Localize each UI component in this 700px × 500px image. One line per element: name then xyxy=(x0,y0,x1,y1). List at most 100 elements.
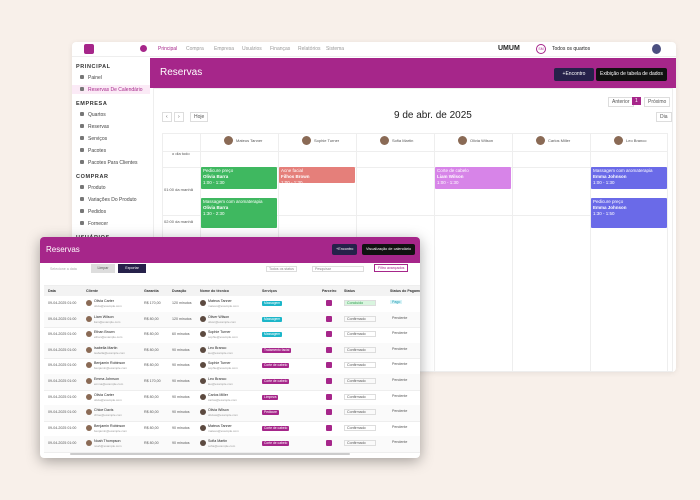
payment-status: Pendente xyxy=(392,409,408,414)
view-button[interactable]: Exibição de tabela de dados xyxy=(596,68,667,81)
collapse-button[interactable] xyxy=(140,45,147,52)
day-view-button[interactable]: Dia xyxy=(656,112,672,122)
nav-item[interactable]: Usuários xyxy=(242,46,262,52)
clear-button[interactable]: Limpar xyxy=(91,264,115,273)
nav-item[interactable]: Finanças xyxy=(270,46,291,52)
sidebar-item[interactable]: Quartos xyxy=(88,111,106,118)
date: 09-04-2025 01:00 xyxy=(48,316,77,321)
forward-arrow[interactable]: › xyxy=(174,112,184,122)
nav-item[interactable]: Sistema xyxy=(326,46,345,52)
sidebar-icon xyxy=(80,185,84,189)
status[interactable]: Confirmado xyxy=(344,378,376,384)
table-header: Reservas +Encontro Visualização de calen… xyxy=(40,237,420,263)
sidebar-item[interactable]: Painel xyxy=(88,74,102,81)
advanced-filter[interactable]: Filtro avançados xyxy=(374,264,409,272)
sidebar-item[interactable]: Produto xyxy=(88,184,106,191)
event-client: Emma Johnson xyxy=(593,174,627,179)
status[interactable]: Confirmado xyxy=(344,346,376,353)
room-filter[interactable]: Todos os quartos xyxy=(552,46,591,52)
prev-button[interactable]: Anterior xyxy=(608,97,634,107)
new-button[interactable]: +Encontro xyxy=(554,68,594,81)
client-name: Emma Johnson xyxy=(94,377,119,381)
client-name: Liam Wilson xyxy=(94,314,114,319)
column-line xyxy=(590,133,591,372)
tech-email: sofia@example.com xyxy=(208,444,236,449)
status[interactable]: Confirmado xyxy=(344,331,376,338)
logo xyxy=(84,44,94,54)
nav-item[interactable]: Principal xyxy=(158,46,178,52)
tech-name: Sophie Turner xyxy=(208,330,231,335)
partner-box xyxy=(326,424,332,431)
sidebar-item[interactable]: Reservas xyxy=(88,123,110,130)
price: R$ 170,00 xyxy=(144,379,161,383)
payment-status: Pago xyxy=(390,300,403,304)
sidebar-item[interactable]: Pacotes xyxy=(88,147,107,154)
partner-box xyxy=(326,346,332,353)
client-name: Chloe Davis xyxy=(94,408,114,413)
calendar-event[interactable]: Corte de cabelo Liam Wilson 1:00 - 1:30 xyxy=(435,167,511,189)
event-service: Acne facial xyxy=(281,168,304,173)
client-email: isabella@example.com xyxy=(94,350,126,355)
staff-name: Sofia Martin xyxy=(392,138,414,143)
partner-box xyxy=(326,440,332,447)
price: R$ 170,00 xyxy=(144,301,161,305)
back-arrow[interactable]: ‹ xyxy=(162,112,172,122)
new-button[interactable]: +Encontro xyxy=(332,244,358,255)
tech-avatar xyxy=(200,362,206,369)
client-name: Benjamin Robinson xyxy=(94,423,126,428)
row-line xyxy=(44,327,420,329)
status-filter[interactable]: Todos os status xyxy=(266,266,297,272)
status[interactable]: Confirmado xyxy=(344,362,376,369)
sidebar-item[interactable]: Serviços xyxy=(88,135,108,142)
client-avatar xyxy=(86,440,92,447)
sidebar-item[interactable]: Variações Do Produto xyxy=(88,196,137,203)
duration: 60 minutos xyxy=(172,332,190,337)
date-filter[interactable]: Selecione a data xyxy=(50,267,77,271)
service-tag: Corte de cabelo xyxy=(262,379,290,384)
service-tag: Massagem xyxy=(262,332,283,338)
nav-item[interactable]: Relatórios xyxy=(298,46,321,52)
status[interactable]: Concluído xyxy=(344,300,376,306)
duration: 90 minutos xyxy=(172,410,190,415)
staff-avatar xyxy=(302,136,311,145)
calendar-event[interactable]: Acne facial Filhos Brown 1:00 - 1:30 xyxy=(279,167,355,185)
tech-email: oliver@example.com xyxy=(208,319,237,324)
user-avatar[interactable] xyxy=(652,44,661,54)
nav-item[interactable]: Compra xyxy=(186,46,204,52)
avatar[interactable]: SM xyxy=(536,44,546,54)
today-button[interactable]: Hoje xyxy=(190,112,209,122)
event-service: Corte de cabelo xyxy=(437,168,469,173)
event-service: Massagem com aromaterapia xyxy=(593,168,653,173)
status[interactable]: Confirmado xyxy=(344,424,376,431)
status[interactable]: Confirmado xyxy=(344,409,376,416)
event-client: Emma Johnson xyxy=(593,205,627,210)
calendar-event[interactable]: Pedicure preço Emma Johnson 1:30 - 1:50 xyxy=(591,198,667,228)
duration: 120 minutos xyxy=(172,316,192,321)
tech-email: leo@example.com xyxy=(208,382,233,386)
status[interactable]: Confirmado xyxy=(344,440,376,447)
calendar-event[interactable]: Massagem com aromaterapia Emma Johnson 1:0… xyxy=(591,167,667,189)
calendar-event[interactable]: Massagem com aromaterapia Olivia Barra 1:3… xyxy=(201,198,277,228)
sidebar-item[interactable]: Pacotes Para Clientes xyxy=(88,159,138,166)
row-bg xyxy=(44,311,420,328)
calendar-view-button[interactable]: Visualização de calendário xyxy=(362,244,416,255)
status[interactable]: Confirmado xyxy=(344,393,376,400)
nav-item[interactable]: Empresa xyxy=(214,46,235,52)
search[interactable]: Pesquisar xyxy=(312,266,364,272)
sidebar-item[interactable]: Reservas De Calendário xyxy=(88,86,143,93)
row-line xyxy=(162,215,668,216)
event-service: Pedicure preço xyxy=(593,199,624,204)
sidebar-item[interactable]: Pedidos xyxy=(88,208,107,215)
sidebar: PRINCIPAL Painel Reservas De Calendário EMP… xyxy=(72,58,150,372)
calendar-event[interactable]: Pedicure preço Olivia Barra 1:00 - 1:30 xyxy=(201,167,277,189)
export-button[interactable]: Exportar xyxy=(118,264,146,273)
next-button[interactable]: Próximo xyxy=(644,97,671,107)
tech-email: mateus@example.com xyxy=(208,428,239,433)
column-header: Status do Pagamento xyxy=(390,289,420,293)
tech-email: oliviaw@example.com xyxy=(208,413,238,418)
status[interactable]: Confirmado xyxy=(344,315,376,322)
sidebar-item[interactable]: Fornecer xyxy=(88,220,109,227)
page-button[interactable]: 1 xyxy=(632,97,641,105)
service-tag: Massagem xyxy=(262,316,283,322)
date: 09-04-2025 01:00 xyxy=(48,363,77,368)
